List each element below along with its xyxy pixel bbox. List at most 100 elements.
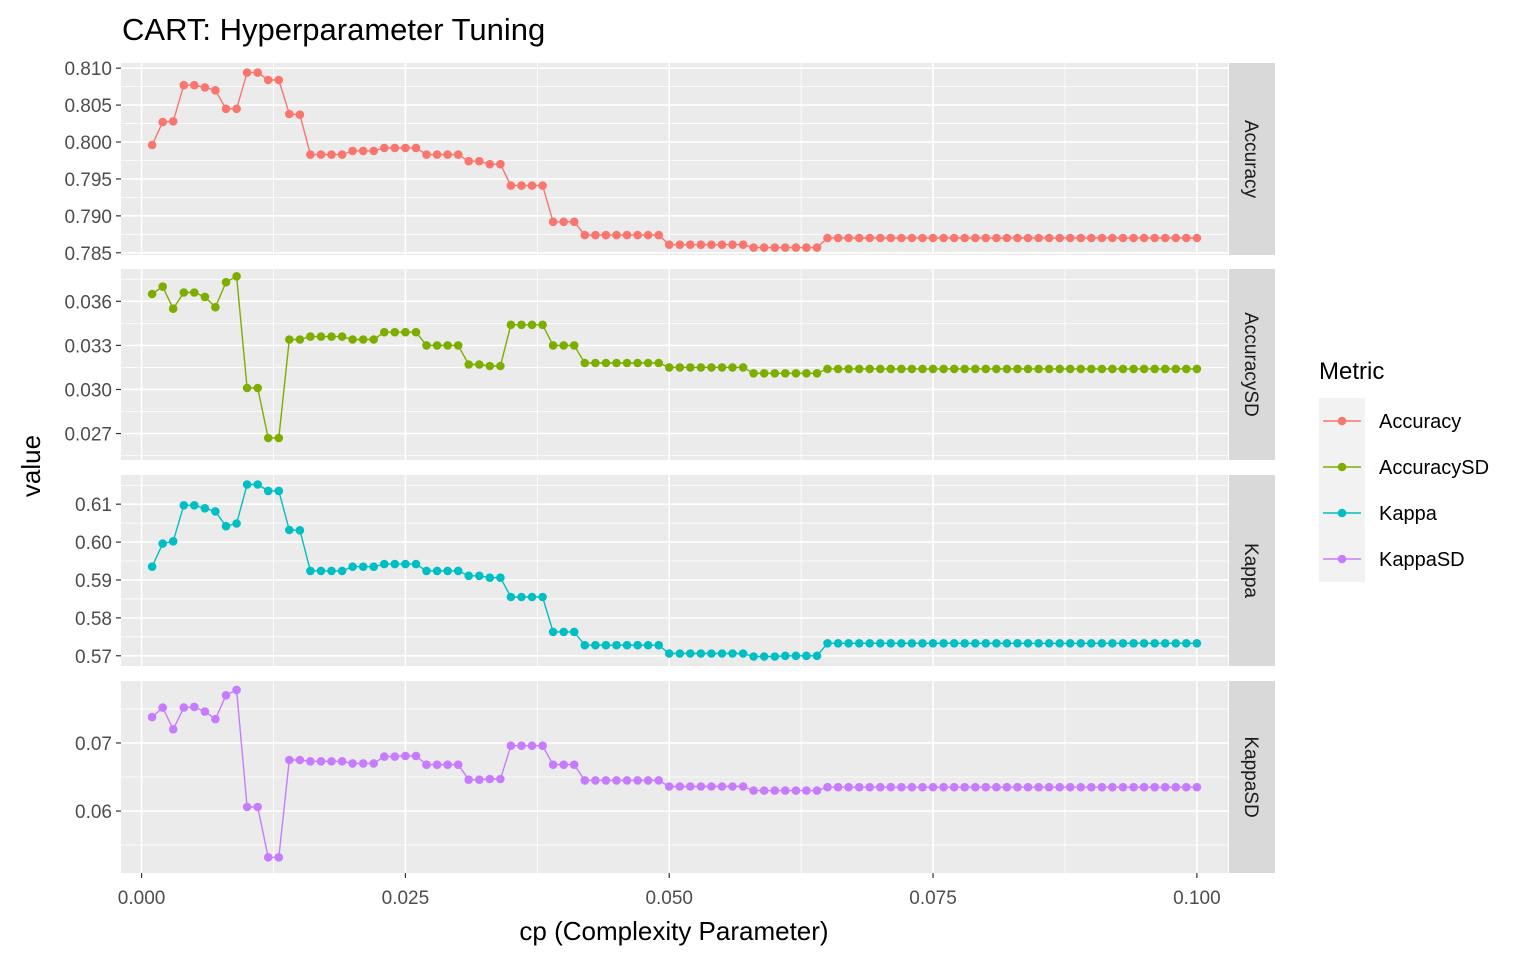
- data-point: [1182, 782, 1191, 792]
- data-point: [158, 539, 167, 548]
- data-point: [285, 525, 294, 535]
- data-point: [791, 369, 801, 378]
- data-point: [232, 685, 241, 695]
- data-point: [717, 240, 727, 249]
- data-point: [992, 782, 1001, 792]
- data-point: [833, 782, 843, 792]
- data-point: [949, 639, 959, 648]
- data-point: [327, 757, 336, 766]
- data-point: [1055, 364, 1064, 374]
- data-point: [1139, 639, 1149, 648]
- data-point: [1108, 233, 1117, 243]
- data-point: [1023, 233, 1033, 243]
- data-point: [1171, 639, 1181, 648]
- data-point: [1002, 639, 1012, 648]
- data-point: [369, 759, 379, 768]
- data-point: [1076, 233, 1086, 243]
- data-point: [664, 649, 674, 658]
- y-tick-label: 0.60: [75, 533, 112, 554]
- data-point: [369, 335, 379, 344]
- data-point: [1192, 639, 1202, 648]
- data-point: [517, 320, 526, 330]
- data-point: [464, 571, 474, 581]
- data-point: [1118, 782, 1128, 792]
- data-point: [369, 562, 379, 571]
- data-point: [876, 233, 885, 243]
- panel-background: [121, 63, 1228, 255]
- data-point: [886, 364, 896, 374]
- data-point: [200, 292, 210, 302]
- data-point: [453, 341, 463, 350]
- data-point: [939, 782, 948, 792]
- y-tick-label: 0.805: [64, 96, 112, 117]
- data-point: [179, 80, 189, 90]
- data-point: [517, 741, 526, 750]
- data-point: [1087, 233, 1096, 243]
- data-point: [295, 526, 305, 535]
- data-point: [538, 741, 547, 750]
- data-point: [179, 288, 189, 297]
- data-point: [633, 358, 642, 368]
- facet-strip-label: KappaSD: [1240, 736, 1261, 817]
- data-point: [569, 760, 579, 769]
- series-line: [151, 688, 1197, 858]
- data-point: [559, 341, 568, 350]
- data-point: [812, 243, 822, 252]
- data-point: [696, 363, 706, 372]
- data-point: [960, 639, 969, 648]
- data-point: [496, 573, 505, 582]
- data-point: [1182, 364, 1191, 374]
- data-point: [263, 486, 273, 496]
- data-point: [580, 230, 590, 240]
- data-point: [823, 364, 832, 374]
- data-point: [147, 140, 157, 150]
- data-point: [833, 233, 843, 243]
- data-point: [633, 640, 642, 650]
- data-point: [1160, 782, 1170, 792]
- data-point: [928, 233, 938, 243]
- data-point: [401, 751, 410, 761]
- data-point: [928, 639, 938, 648]
- data-point: [1160, 364, 1170, 374]
- data-point: [738, 363, 748, 372]
- data-point: [285, 335, 294, 344]
- panel-background: [121, 475, 1228, 666]
- data-point: [285, 109, 294, 119]
- data-point: [960, 782, 969, 792]
- data-point: [506, 181, 516, 190]
- data-point: [147, 562, 157, 571]
- data-point: [591, 358, 600, 368]
- data-point: [1044, 639, 1054, 648]
- data-point: [380, 143, 389, 153]
- data-point: [496, 361, 505, 371]
- data-point: [485, 774, 495, 784]
- data-point: [1065, 639, 1075, 648]
- data-point: [802, 786, 811, 795]
- data-point: [253, 802, 262, 812]
- data-point: [147, 289, 157, 299]
- data-point: [854, 364, 864, 374]
- data-point: [506, 741, 516, 750]
- data-point: [686, 649, 695, 658]
- data-point: [971, 782, 980, 792]
- data-point: [654, 776, 663, 785]
- data-point: [949, 782, 959, 792]
- data-point: [971, 233, 980, 243]
- data-point: [285, 755, 294, 765]
- y-tick-label: 0.61: [75, 495, 112, 516]
- y-tick-label: 0.07: [75, 734, 112, 755]
- data-point: [949, 364, 959, 374]
- legend-label: Accuracy: [1379, 411, 1461, 433]
- legend-title: Metric: [1319, 358, 1384, 385]
- legend-key-point: [1337, 508, 1347, 518]
- data-point: [306, 150, 315, 159]
- data-point: [358, 335, 368, 344]
- data-point: [274, 486, 284, 496]
- data-point: [548, 217, 558, 227]
- data-point: [939, 233, 948, 243]
- data-point: [612, 230, 621, 240]
- data-point: [1065, 782, 1075, 792]
- x-tick-label: 0.100: [1173, 888, 1221, 909]
- series-line: [151, 483, 1197, 658]
- data-point: [411, 143, 421, 153]
